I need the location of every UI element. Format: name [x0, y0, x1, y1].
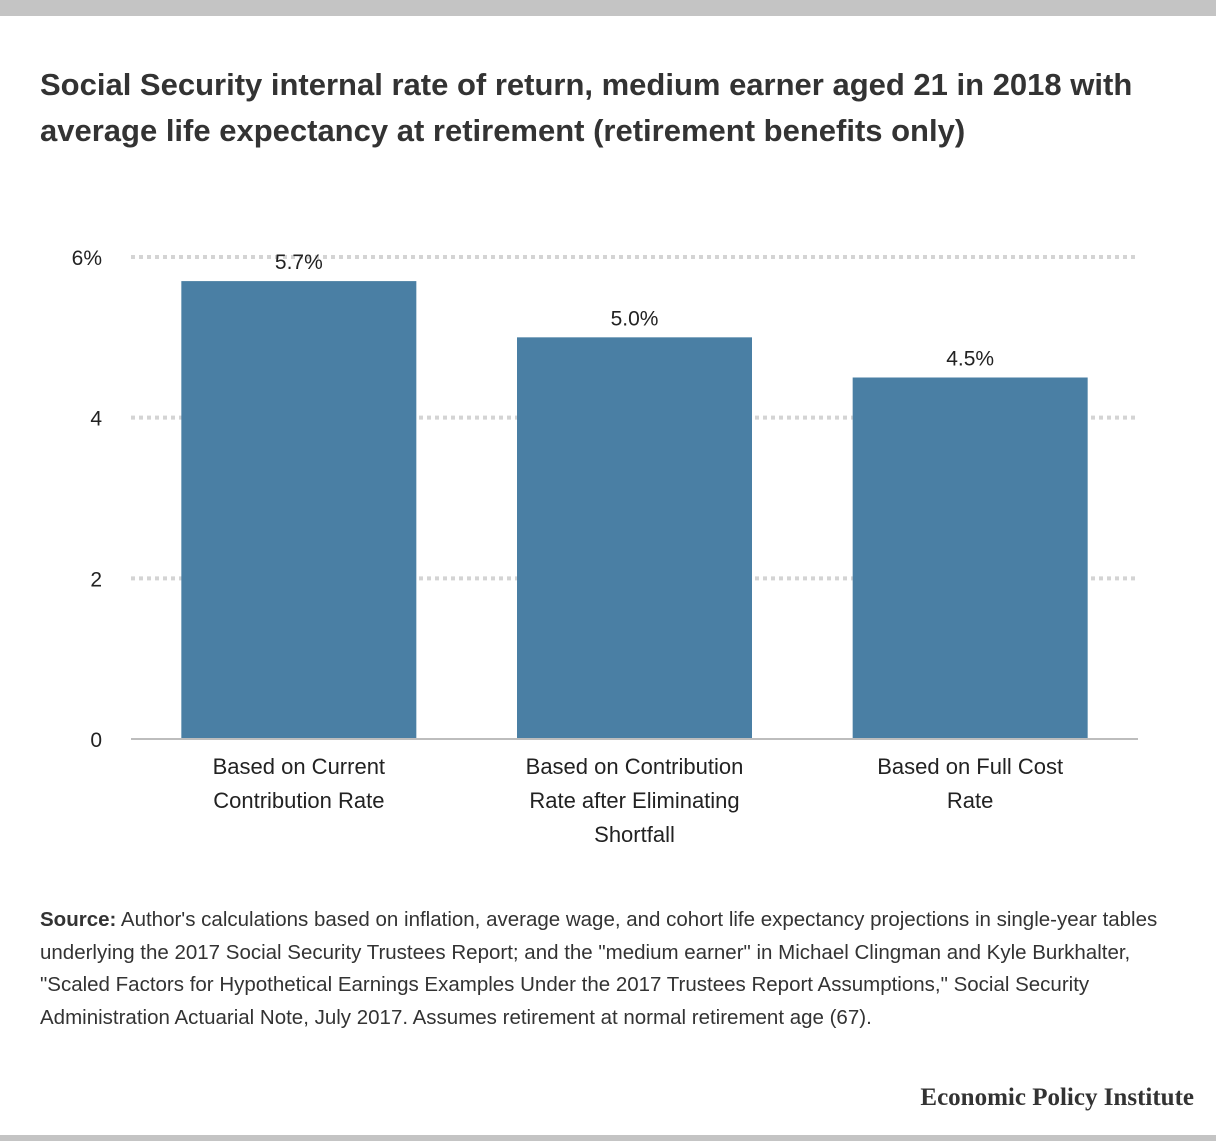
source-text: Author's calculations based on inflation…: [40, 908, 1158, 1029]
bar: [852, 377, 1088, 739]
bar-value-label: 5.0%: [611, 307, 659, 330]
y-tick-label: 2: [90, 568, 102, 591]
x-category-line: Shortfall: [594, 822, 675, 847]
y-axis-ticks: 0 2 4 6%: [72, 247, 103, 752]
x-category-line: Rate: [947, 788, 993, 813]
chart-title: Social Security internal rate of return,…: [40, 67, 1133, 148]
y-tick-label: 6%: [72, 247, 102, 270]
top-rule: [0, 0, 1216, 16]
bottom-rule: [0, 1135, 1216, 1141]
bar-chart: 0 2 4 6% 5.7% 5.0% 4.5% Based on Current Contr…: [72, 247, 1138, 847]
bar: [181, 281, 417, 739]
x-category-label: Based on Contribution Rate after Eliminat…: [526, 754, 744, 847]
bar-value-label: 4.5%: [946, 348, 994, 371]
value-labels: 5.7% 5.0% 4.5%: [275, 251, 994, 370]
x-category-line: Rate after Eliminating: [529, 788, 739, 813]
y-tick-label: 0: [90, 729, 102, 752]
brand-wordmark: Economic Policy Institute: [920, 1084, 1194, 1111]
x-category-line: Contribution Rate: [213, 788, 384, 813]
source-label: Source:: [40, 908, 117, 931]
x-category-label: Based on Current Contribution Rate: [213, 754, 385, 813]
bar: [517, 337, 752, 739]
x-category-label: Based on Full Cost Rate: [877, 754, 1063, 813]
bar-value-label: 5.7%: [275, 251, 323, 274]
bars: [181, 281, 1088, 739]
x-category-line: Based on Current: [213, 754, 385, 779]
x-category-line: Based on Full Cost: [877, 754, 1063, 779]
x-category-line: Based on Contribution: [526, 754, 744, 779]
source-note: Source: Author's calculations based on i…: [40, 904, 1190, 1034]
y-tick-label: 4: [90, 408, 102, 431]
